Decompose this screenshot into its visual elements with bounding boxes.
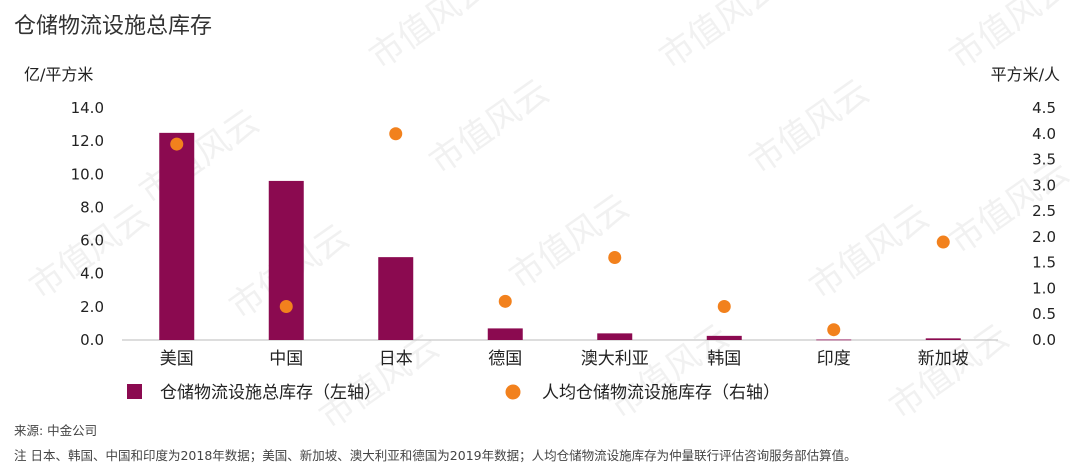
bar-1: [268, 180, 304, 340]
y-right-tick-label: 3.0: [1032, 176, 1056, 194]
watermark-text: 市值风云: [312, 327, 446, 438]
bar-4: [597, 333, 633, 340]
bar-0: [159, 132, 195, 340]
note-text: 注 日本、韩国、中国和印度为2018年数据；美国、新加坡、澳大利亚和德国为201…: [14, 448, 857, 463]
x-category-label: 日本: [379, 349, 413, 369]
y-right-tick-label: 1.0: [1032, 279, 1056, 297]
y-left-tick-label: 10.0: [71, 165, 104, 183]
x-category-label: 新加坡: [918, 349, 969, 369]
bar-2: [378, 257, 414, 340]
x-category-label: 澳大利亚: [581, 349, 649, 369]
bar-3: [487, 328, 523, 340]
dot-6: [827, 323, 841, 337]
dots: [170, 127, 950, 337]
y-left-tick-label: 4.0: [80, 265, 104, 283]
y-left-tick-label: 0.0: [80, 331, 104, 349]
y-left-tick-label: 6.0: [80, 232, 104, 250]
chart-title: 仓储物流设施总库存: [14, 14, 213, 39]
y-right-tick-label: 0.0: [1032, 331, 1056, 349]
dot-1: [279, 299, 293, 313]
y-right-tick-label: 4.0: [1032, 125, 1056, 143]
x-categories: 美国 中国 日本 德国 澳大利亚 韩国 印度 新加坡: [160, 349, 969, 369]
y-left-tick-label: 8.0: [80, 198, 104, 216]
dot-2: [389, 127, 403, 141]
bar-7: [925, 338, 961, 340]
y-right-ticks: 0.0 0.5 1.0 1.5 2.0 2.5 3.0 3.5 4.0 4.5: [1032, 99, 1056, 349]
x-category-label: 印度: [817, 349, 851, 369]
legend-dot-label: 人均仓储物流设施库存（右轴）: [542, 383, 780, 403]
legend-bar-swatch: [127, 384, 142, 399]
watermark-text: 市值风云: [652, 0, 786, 77]
watermark-text: 市值风云: [802, 197, 936, 308]
legend-dot-swatch: [505, 384, 521, 400]
dot-4: [608, 251, 622, 265]
watermark-text: 市值风云: [132, 102, 266, 213]
watermark-text: 市值风云: [742, 72, 876, 183]
y-left-tick-label: 12.0: [71, 132, 104, 150]
watermark-text: 市值风云: [502, 187, 636, 298]
y-right-tick-label: 3.5: [1032, 151, 1056, 169]
y-left-tick-label: 14.0: [71, 99, 104, 117]
bar-6: [816, 339, 852, 341]
y-right-tick-label: 1.5: [1032, 254, 1056, 272]
watermark-text: 市值风云: [882, 317, 1016, 428]
x-category-label: 韩国: [707, 349, 741, 369]
dot-3: [498, 294, 512, 308]
y-right-tick-label: 2.0: [1032, 228, 1056, 246]
y-left-unit-label: 亿/平方米: [24, 65, 93, 84]
x-category-label: 德国: [488, 349, 522, 369]
dot-7: [936, 235, 950, 249]
legend-bar-label: 仓储物流设施总库存（左轴）: [160, 383, 381, 403]
y-right-tick-label: 0.5: [1032, 305, 1056, 323]
dot-5: [717, 299, 731, 313]
source-text: 来源: 中金公司: [14, 423, 98, 438]
bar-5: [706, 335, 742, 340]
y-right-tick-label: 2.5: [1032, 202, 1056, 220]
watermark-text: 市值风云: [362, 0, 496, 77]
legend: 仓储物流设施总库存（左轴） 人均仓储物流设施库存（右轴）: [127, 383, 780, 403]
dot-0: [170, 137, 184, 151]
x-category-label: 中国: [269, 349, 303, 369]
y-left-ticks: 0.0 2.0 4.0 6.0 8.0 10.0 12.0 14.0: [71, 99, 104, 349]
y-left-tick-label: 2.0: [80, 298, 104, 316]
watermark-text: 市值风云: [602, 317, 736, 428]
watermark-text: 市值风云: [942, 152, 1076, 263]
x-category-label: 美国: [160, 349, 194, 369]
bars: [159, 132, 961, 341]
y-right-unit-label: 平方米/人: [991, 65, 1060, 84]
watermark-text: 市值风云: [422, 72, 556, 183]
y-right-tick-label: 4.5: [1032, 99, 1056, 117]
